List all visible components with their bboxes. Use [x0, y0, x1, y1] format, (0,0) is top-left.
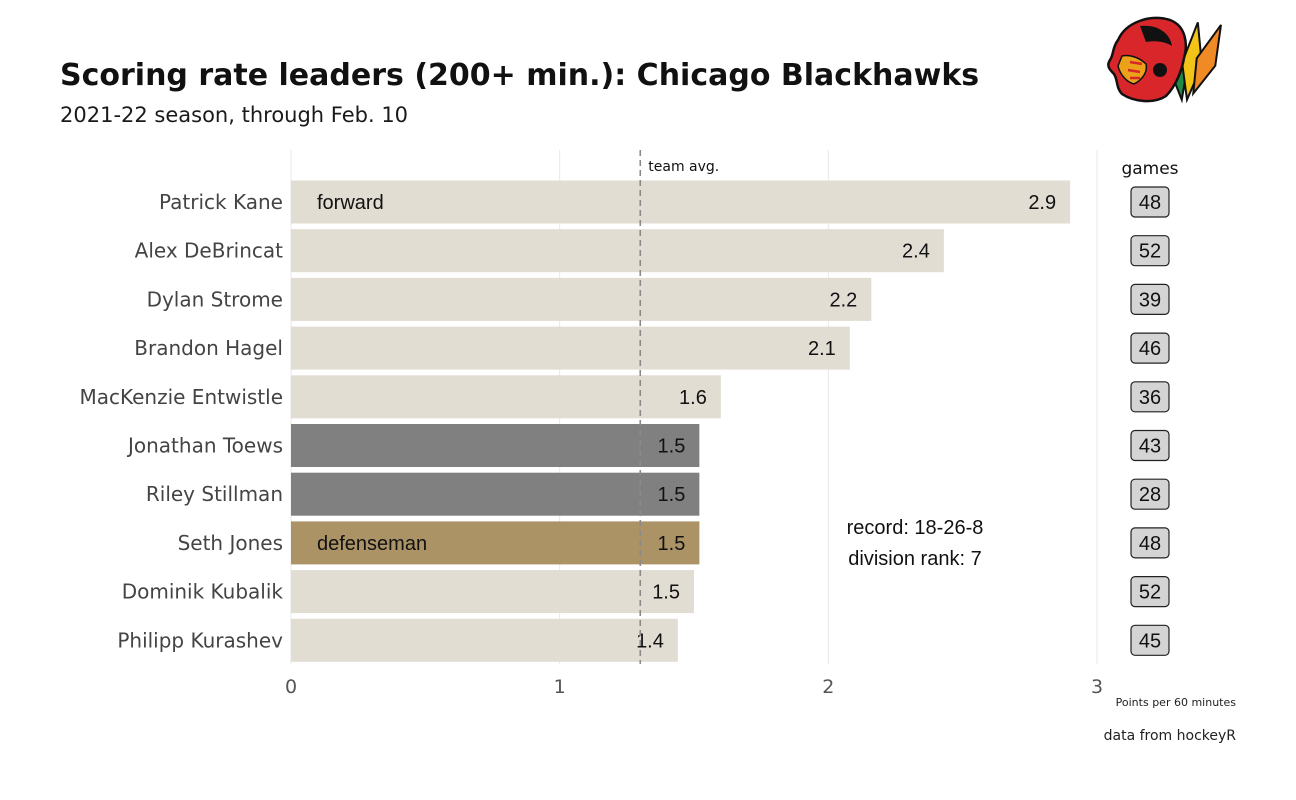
games-box: [1130, 283, 1170, 315]
x-axis-label: Points per 60 minutes: [1116, 696, 1237, 709]
position-label: forward: [317, 192, 384, 214]
bar-value-label: 1.5: [658, 436, 686, 458]
games-box: [1130, 624, 1170, 656]
record-annotation: record: 18-26-8: [847, 517, 984, 539]
games-value: 45: [1139, 630, 1161, 652]
bar: [291, 570, 694, 614]
games-value: 48: [1139, 192, 1161, 214]
bar-value-label: 2.2: [830, 289, 858, 311]
bar: [291, 472, 700, 516]
team-average: team avg.: [639, 150, 719, 664]
x-axis-ticks: 0 1 2 3: [285, 676, 1103, 698]
games-box: [1130, 429, 1170, 462]
caption: data from hockeyR: [1104, 728, 1237, 744]
bar: [291, 326, 850, 370]
games-box: [1130, 332, 1170, 364]
bar-value-label: 1.5: [652, 582, 680, 604]
x-tick-label: 3: [1091, 676, 1103, 698]
bar-value-label: 1.5: [658, 533, 686, 555]
games-header: games: [1121, 159, 1178, 179]
bar: [291, 277, 872, 321]
chart-subtitle: 2021-22 season, through Feb. 10: [60, 103, 408, 127]
games-box: [1130, 478, 1170, 510]
bar: [291, 229, 944, 273]
bar-value-label: 1.6: [679, 387, 707, 409]
player-name-label: Jonathan Toews: [126, 434, 283, 458]
bar-value-label: 2.9: [1028, 192, 1056, 214]
chicago-blackhawks-logo: [1107, 16, 1222, 104]
y-axis-labels: Patrick Kane Alex DeBrincat Dylan Strome Br…: [79, 190, 283, 652]
player-name-label: Dylan Strome: [147, 287, 283, 311]
games-box: [1130, 186, 1170, 218]
player-name-label: MacKenzie Entwistle: [79, 385, 283, 409]
x-tick-label: 2: [822, 676, 834, 698]
player-name-label: Seth Jones: [178, 531, 283, 555]
x-tick-label: 0: [285, 676, 297, 698]
games-value: 46: [1139, 338, 1161, 360]
bar: [291, 180, 1071, 224]
games-value: 52: [1139, 241, 1161, 263]
bars: 2.9 forward 2.4 2.2 2.1 1.6 1.5 1.5 1.5 defensema…: [291, 180, 1071, 662]
team-average-label: team avg.: [648, 159, 719, 175]
bar-value-label: 1.4: [636, 630, 664, 652]
bar-value-label: 1.5: [658, 484, 686, 506]
games-box: [1130, 235, 1170, 267]
bar-value-label: 2.1: [808, 338, 836, 360]
games-box: [1130, 575, 1170, 608]
player-name-label: Patrick Kane: [159, 190, 283, 214]
games-box: [1130, 527, 1170, 559]
games-value: 48: [1139, 533, 1161, 555]
division-rank-annotation: division rank: 7: [848, 548, 981, 570]
games-value: 39: [1139, 289, 1161, 311]
games-value: 28: [1139, 484, 1161, 506]
bar: [291, 424, 700, 467]
player-name-label: Riley Stillman: [146, 482, 283, 506]
player-name-label: Dominik Kubalik: [122, 580, 284, 604]
bar: [291, 618, 678, 662]
player-name-label: Philipp Kurashev: [117, 628, 283, 652]
games-value: 43: [1139, 436, 1161, 458]
position-label: defenseman: [317, 533, 427, 555]
games-column: games 48 52 39 46 36 43 28 48 52 45: [1121, 159, 1179, 656]
bar: [291, 375, 721, 419]
bar-value-label: 2.4: [902, 241, 930, 263]
player-name-label: Alex DeBrincat: [135, 239, 284, 263]
x-tick-label: 1: [554, 676, 566, 698]
games-value: 36: [1139, 387, 1161, 409]
games-box: [1130, 381, 1170, 413]
bar: [291, 521, 700, 565]
chart-title: Scoring rate leaders (200+ min.): Chicag…: [60, 58, 979, 93]
player-name-label: Brandon Hagel: [134, 336, 283, 360]
games-value: 52: [1139, 582, 1161, 604]
